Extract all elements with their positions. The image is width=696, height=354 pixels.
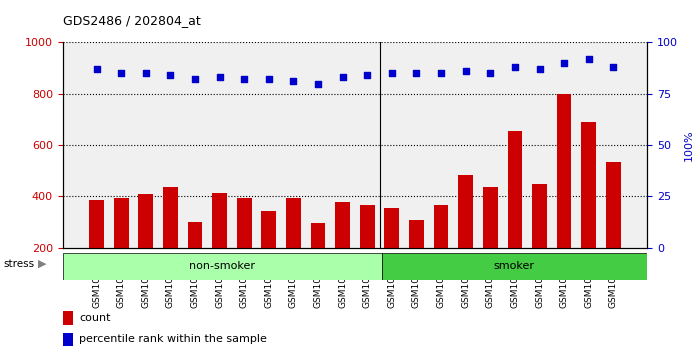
Bar (458, 175, 473, 299)
Text: GDS2486 / 202804_at: GDS2486 / 202804_at (63, 14, 200, 27)
Point (165, 73, 176, 78)
Y-axis label: 100%: 100% (683, 129, 693, 161)
Point (140, 70, 151, 76)
Bar (557, 94, 571, 299)
Bar (89, 200, 104, 299)
Bar (310, 223, 326, 299)
Bar (163, 188, 177, 299)
Bar (63, 312, 73, 325)
Point (583, 56, 594, 62)
Point (337, 75, 348, 80)
Point (559, 60, 570, 66)
Bar (188, 222, 203, 299)
Bar (360, 205, 374, 299)
Bar (434, 205, 448, 299)
Bar (63, 333, 73, 346)
Text: smoker: smoker (494, 261, 535, 272)
Point (362, 73, 373, 78)
Bar (139, 194, 153, 299)
Point (313, 81, 324, 86)
Point (386, 70, 397, 76)
Point (263, 76, 274, 82)
Text: ▶: ▶ (38, 259, 47, 269)
Bar (286, 198, 301, 299)
Bar (581, 122, 596, 299)
Bar (507, 131, 522, 299)
Text: percentile rank within the sample: percentile rank within the sample (79, 335, 267, 344)
Bar (606, 162, 621, 299)
Point (116, 70, 127, 76)
Bar (381, 253, 647, 280)
Bar (63, 253, 381, 280)
Point (509, 64, 521, 70)
Point (91, 66, 102, 72)
Bar (483, 188, 498, 299)
Point (484, 70, 496, 76)
Point (214, 75, 226, 80)
Bar (114, 198, 129, 299)
Point (460, 68, 471, 74)
Bar (237, 198, 252, 299)
Bar (212, 193, 227, 299)
Bar (335, 202, 350, 299)
Point (239, 76, 250, 82)
Bar (409, 219, 424, 299)
Text: stress: stress (3, 259, 35, 269)
Bar (262, 211, 276, 299)
Text: count: count (79, 313, 111, 323)
Point (411, 70, 422, 76)
Point (534, 66, 545, 72)
Bar (384, 208, 400, 299)
Text: non-smoker: non-smoker (189, 261, 255, 272)
Point (288, 79, 299, 84)
Point (189, 76, 200, 82)
Bar (532, 184, 547, 299)
Point (436, 70, 447, 76)
Point (608, 64, 619, 70)
